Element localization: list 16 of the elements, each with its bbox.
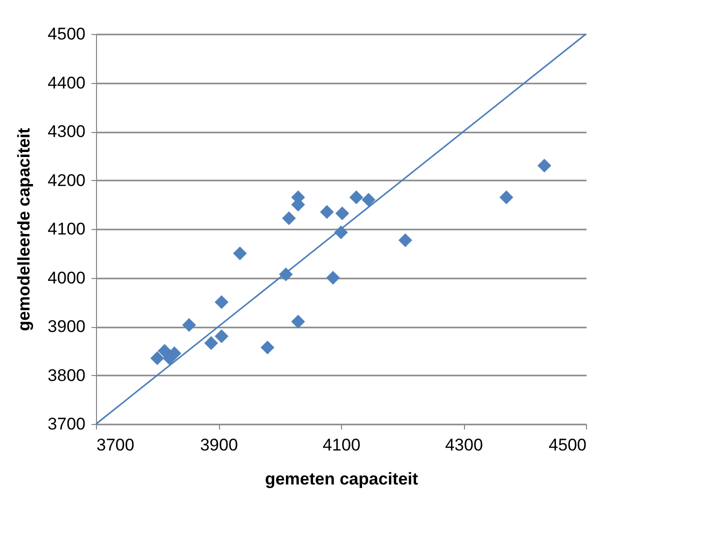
y-tick-label: 4200	[48, 170, 86, 190]
y-tick-label: 3900	[48, 317, 86, 336]
y-tick-label: 4500	[48, 24, 86, 44]
y-tick-label: 4000	[48, 268, 86, 288]
x-axis-title: gemeten capaciteit	[264, 470, 418, 488]
y-tick-label: 4300	[48, 122, 86, 141]
x-tick-label: 4100	[322, 436, 360, 454]
y-tick-label: 4400	[48, 73, 86, 92]
x-tick-label: 3700	[96, 436, 134, 454]
x-tick-label: 4300	[445, 436, 483, 454]
x-tick-label: 3900	[200, 436, 238, 454]
y-tick-label: 3700	[48, 414, 86, 434]
x-tick-label: 4500	[548, 436, 586, 454]
y-axis-title: gemodelleerde capaciteit	[14, 128, 34, 332]
y-tick-label: 4100	[48, 220, 86, 238]
y-tick-label: 3800	[48, 366, 86, 385]
